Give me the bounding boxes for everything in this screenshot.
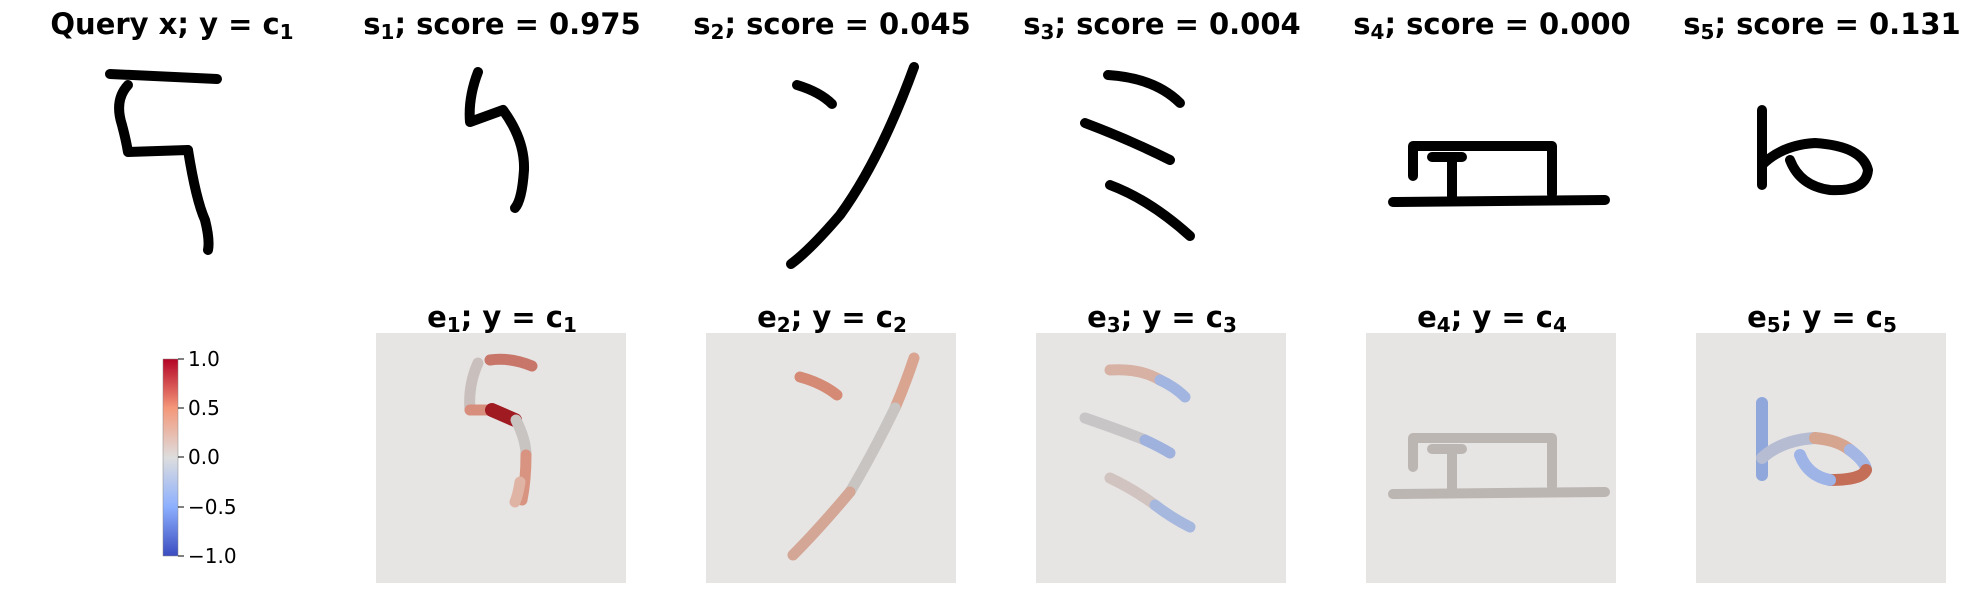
explanation-bg-2 bbox=[706, 333, 956, 583]
colorbar-tick-label: −1.0 bbox=[188, 544, 237, 568]
explanation-bg-4 bbox=[1366, 333, 1616, 583]
query-title: Query x; y = c1 bbox=[50, 7, 294, 44]
colorbar-tick-label: 1.0 bbox=[188, 347, 220, 371]
explanation-title-3: e3; y = c3 bbox=[1087, 300, 1237, 337]
explanation-panel-1 bbox=[376, 333, 626, 583]
support-title-1: s1; score = 0.975 bbox=[363, 7, 641, 44]
explanation-title-4: e4; y = c4 bbox=[1417, 300, 1567, 337]
support-title-2: s2; score = 0.045 bbox=[693, 7, 971, 44]
support-title-4: s4; score = 0.000 bbox=[1353, 7, 1631, 44]
support-glyph-1 bbox=[464, 67, 530, 213]
support-glyph-2 bbox=[786, 62, 919, 269]
support-title-3: s3; score = 0.004 bbox=[1023, 7, 1301, 44]
explanation-panel-2 bbox=[706, 333, 956, 583]
explanation-title-2: e2; y = c2 bbox=[757, 300, 907, 337]
query-glyph bbox=[105, 69, 222, 255]
explanation-panel-4 bbox=[1366, 333, 1616, 583]
support-title-5: s5; score = 0.131 bbox=[1683, 7, 1961, 44]
colorbar-tick-label: 0.0 bbox=[188, 445, 220, 469]
support-glyph-4 bbox=[1388, 141, 1610, 207]
explanation-bg-5 bbox=[1696, 333, 1946, 583]
explanation-bg-3 bbox=[1036, 333, 1286, 583]
explanation-title-1: e1; y = c1 bbox=[427, 300, 577, 337]
explanation-panel-3 bbox=[1036, 333, 1286, 583]
colorbar-tick-label: 0.5 bbox=[188, 396, 220, 420]
colorbar-gradient bbox=[162, 358, 179, 557]
colorbar-tick-label: −0.5 bbox=[188, 495, 237, 519]
explanation-bg-1 bbox=[376, 333, 626, 583]
explanation-title-5: e5; y = c5 bbox=[1747, 300, 1897, 337]
colorbar bbox=[162, 358, 184, 557]
explanation-panel-5 bbox=[1696, 333, 1946, 583]
support-glyph-5 bbox=[1757, 105, 1873, 196]
support-glyph-3 bbox=[1080, 70, 1195, 241]
